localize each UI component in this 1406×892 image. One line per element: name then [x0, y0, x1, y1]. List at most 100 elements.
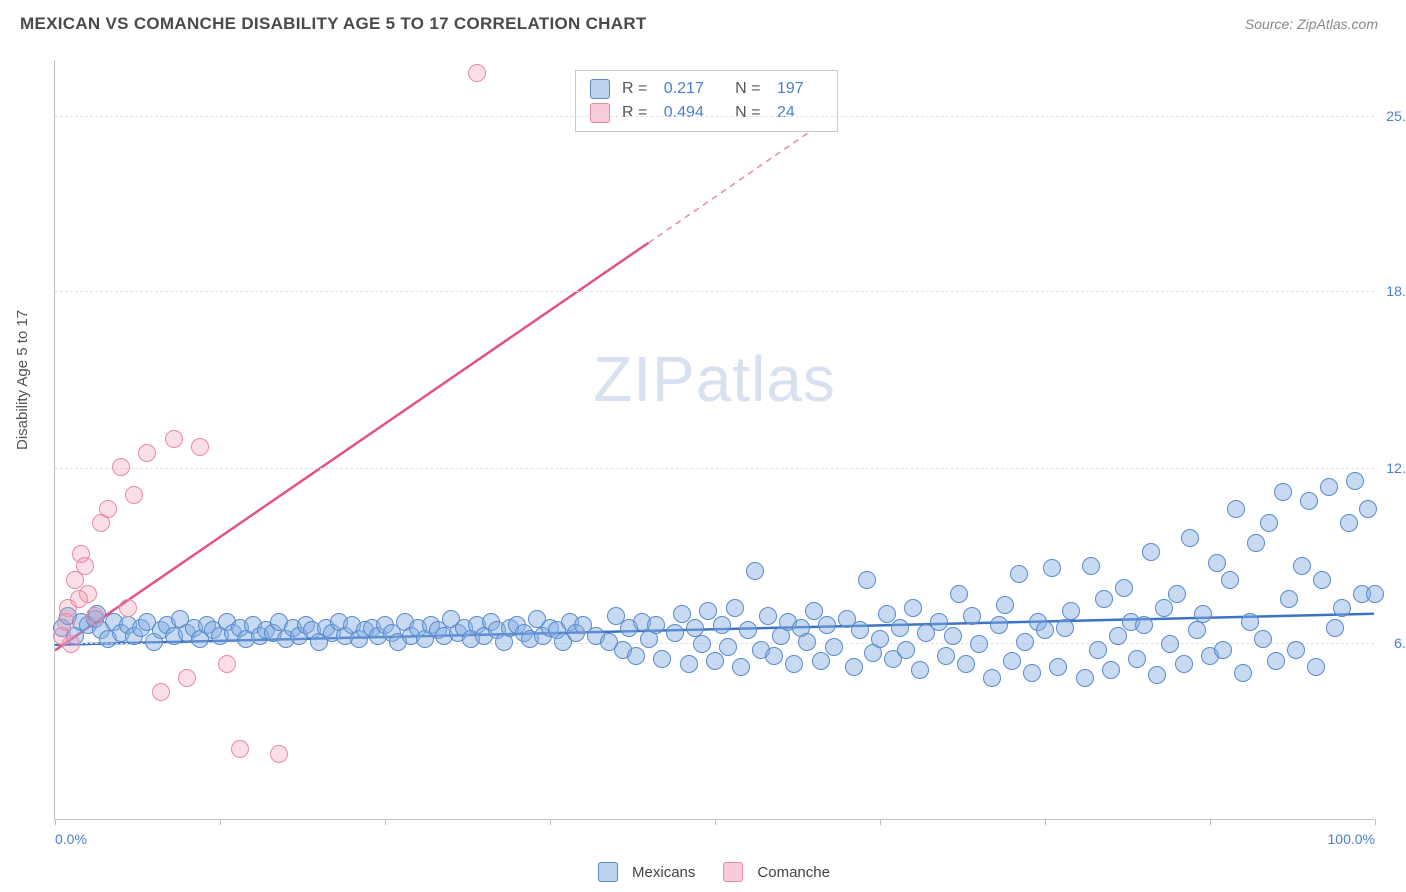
data-point — [1062, 602, 1080, 620]
chart-title: MEXICAN VS COMANCHE DISABILITY AGE 5 TO … — [20, 14, 647, 34]
data-point — [86, 607, 104, 625]
series-legend: MexicansComanche — [598, 862, 830, 882]
data-point — [1142, 543, 1160, 561]
data-point — [739, 621, 757, 639]
data-point — [1194, 605, 1212, 623]
data-point — [812, 652, 830, 670]
trend-lines — [55, 60, 1374, 819]
data-point — [1300, 492, 1318, 510]
data-point — [970, 635, 988, 653]
data-point — [897, 641, 915, 659]
data-point — [937, 647, 955, 665]
data-point — [726, 599, 744, 617]
stat-r-value: 0.217 — [664, 77, 710, 101]
data-point — [944, 627, 962, 645]
data-point — [1095, 590, 1113, 608]
data-point — [891, 619, 909, 637]
data-point — [765, 647, 783, 665]
legend-item: Comanche — [723, 862, 830, 882]
data-point — [125, 486, 143, 504]
data-point — [1307, 658, 1325, 676]
stat-r-value: 0.494 — [664, 101, 710, 125]
stat-n-value: 197 — [777, 77, 823, 101]
data-point — [112, 458, 130, 476]
data-point — [1181, 529, 1199, 547]
data-point — [759, 607, 777, 625]
data-point — [1023, 664, 1041, 682]
x-tick — [1045, 819, 1046, 825]
data-point — [1115, 579, 1133, 597]
watermark-rest: atlas — [696, 343, 836, 415]
data-point — [1043, 559, 1061, 577]
data-point — [138, 444, 156, 462]
y-tick-label: 12.5% — [1386, 460, 1406, 476]
data-point — [990, 616, 1008, 634]
data-point — [1168, 585, 1186, 603]
watermark: ZIPatlas — [593, 342, 836, 416]
gridline — [55, 291, 1374, 292]
data-point — [165, 430, 183, 448]
data-point — [178, 669, 196, 687]
data-point — [845, 658, 863, 676]
data-point — [1267, 652, 1285, 670]
data-point — [1089, 641, 1107, 659]
data-point — [746, 562, 764, 580]
data-point — [957, 655, 975, 673]
y-tick-label: 18.8% — [1386, 283, 1406, 299]
data-point — [1135, 616, 1153, 634]
x-tick — [1375, 819, 1376, 825]
x-tick — [880, 819, 881, 825]
data-point — [706, 652, 724, 670]
data-point — [1254, 630, 1272, 648]
data-point — [1247, 534, 1265, 552]
data-point — [798, 633, 816, 651]
data-point — [218, 655, 236, 673]
data-point — [1366, 585, 1384, 603]
data-point — [1036, 621, 1054, 639]
data-point — [1214, 641, 1232, 659]
stat-r-label: R = — [622, 77, 647, 101]
data-point — [680, 655, 698, 673]
y-tick-label: 25.0% — [1386, 108, 1406, 124]
data-point — [1016, 633, 1034, 651]
data-point — [1148, 666, 1166, 684]
data-point — [1260, 514, 1278, 532]
data-point — [119, 599, 137, 617]
data-point — [1333, 599, 1351, 617]
data-point — [231, 740, 249, 758]
gridline — [55, 116, 1374, 117]
stat-n-label: N = — [735, 77, 760, 101]
data-point — [1109, 627, 1127, 645]
data-point — [191, 438, 209, 456]
stat-n-label: N = — [735, 101, 760, 125]
data-point — [1056, 619, 1074, 637]
data-point — [963, 607, 981, 625]
x-tick-label: 100.0% — [1328, 831, 1375, 847]
data-point — [983, 669, 1001, 687]
data-point — [1227, 500, 1245, 518]
legend-swatch — [590, 79, 610, 99]
data-point — [1188, 621, 1206, 639]
data-point — [1340, 514, 1358, 532]
data-point — [1287, 641, 1305, 659]
data-point — [1076, 669, 1094, 687]
data-point — [647, 616, 665, 634]
x-tick — [385, 819, 386, 825]
x-tick — [55, 819, 56, 825]
data-point — [851, 621, 869, 639]
legend-swatch — [590, 103, 610, 123]
data-point — [62, 635, 80, 653]
data-point — [1175, 655, 1193, 673]
data-point — [666, 624, 684, 642]
data-point — [1003, 652, 1021, 670]
data-point — [719, 638, 737, 656]
data-point — [686, 619, 704, 637]
data-point — [76, 557, 94, 575]
plot-area: ZIPatlas R = 0.217 N = 197R = 0.494 N = … — [54, 60, 1374, 820]
legend-row: R = 0.217 N = 197 — [590, 77, 823, 101]
data-point — [627, 647, 645, 665]
data-point — [1320, 478, 1338, 496]
data-point — [693, 635, 711, 653]
data-point — [1082, 557, 1100, 575]
data-point — [1280, 590, 1298, 608]
